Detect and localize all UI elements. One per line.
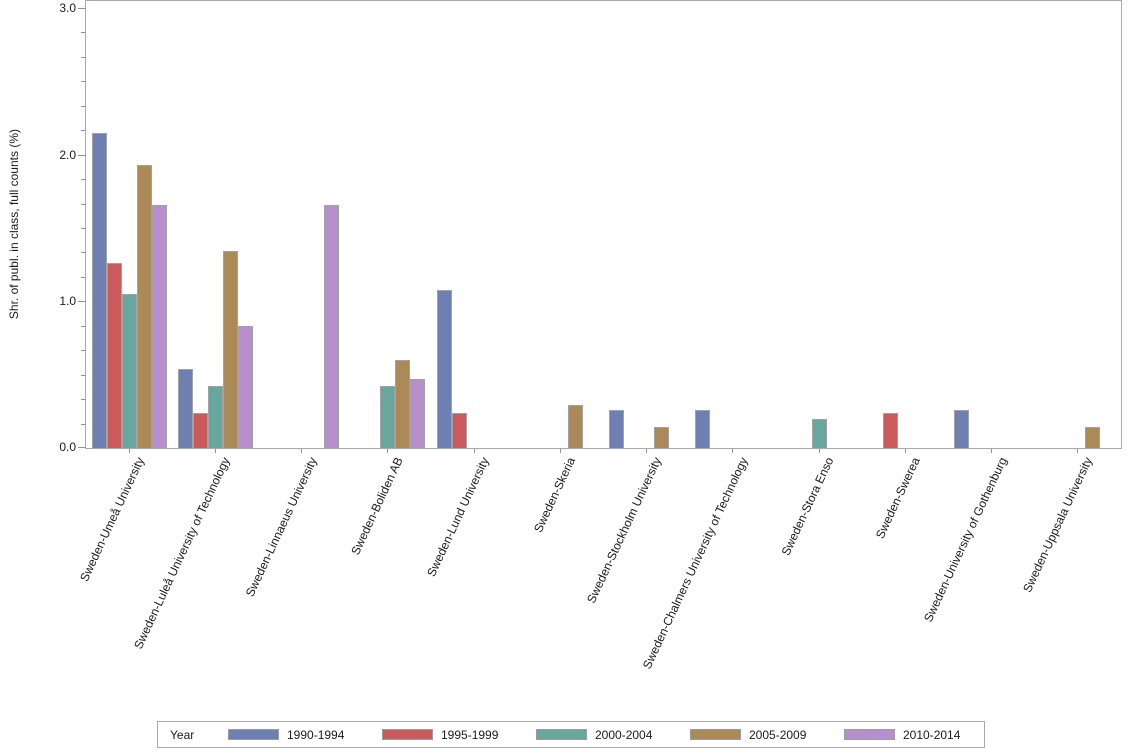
x-tick <box>301 449 303 453</box>
legend-item: 2010-2014 <box>844 728 960 742</box>
y-major-tick <box>78 301 86 302</box>
y-minor-tick <box>81 350 86 351</box>
x-category-label: Sweden-Luleå University of Technology <box>131 455 234 652</box>
x-category-label: Sweden-Swerea <box>873 455 924 541</box>
bar-2005-2009-12 <box>1085 427 1101 448</box>
legend-label: 2010-2014 <box>903 727 961 742</box>
bar-2005-2009-2 <box>222 251 238 448</box>
y-minor-tick <box>81 204 86 205</box>
y-minor-tick <box>81 375 86 376</box>
bar-2000-2004-4 <box>380 386 396 448</box>
y-minor-tick <box>81 81 86 82</box>
bar-2005-2009-6 <box>567 405 583 448</box>
bar-1990-1994-7 <box>609 410 625 448</box>
x-tick <box>128 449 130 453</box>
x-category-label: Sweden-Umeå University <box>76 455 147 584</box>
legend-title: Year <box>170 727 195 742</box>
bar-2000-2004-2 <box>207 386 223 448</box>
bar-2005-2009-7 <box>654 427 670 448</box>
y-tick-label: 0.0 <box>59 440 76 454</box>
y-minor-tick <box>81 130 86 131</box>
bar-2000-2004-9 <box>811 419 827 448</box>
bar-1995-1999-2 <box>192 413 208 448</box>
y-minor-tick <box>81 252 86 253</box>
x-category-label: Sweden-Stora Enso <box>779 455 837 558</box>
bar-2005-2009-4 <box>395 360 411 448</box>
y-tick-label: 1.0 <box>59 294 76 308</box>
x-category-label: Sweden-University of Gothenburg <box>920 455 1010 625</box>
y-minor-tick <box>81 228 86 229</box>
x-category-label: Sweden-Chalmers University of Technology <box>639 455 751 672</box>
y-tick-label: 3.0 <box>59 1 76 15</box>
bar-1995-1999-5 <box>451 413 467 448</box>
y-minor-tick <box>81 326 86 327</box>
x-tick <box>904 449 906 453</box>
x-tick <box>818 449 820 453</box>
bar-2005-2009-1 <box>136 165 152 448</box>
legend-swatch-2000-2004 <box>536 729 587 740</box>
x-tick <box>387 449 389 453</box>
y-major-tick <box>78 155 86 156</box>
bar-2010-2014-2 <box>237 326 253 448</box>
y-minor-tick <box>81 32 86 33</box>
x-category-label: Sweden-Boliden AB <box>348 455 406 558</box>
legend-swatch-1995-1999 <box>382 729 433 740</box>
x-category-label: Sweden-Uppsala University <box>1020 455 1096 595</box>
legend-swatch-1990-1994 <box>228 729 279 740</box>
plot-area: 0.0 1.0 2.0 3.0 Sweden-Umeå University Sweden… <box>59 0 1122 671</box>
y-minor-tick <box>81 277 86 278</box>
legend-item: 2005-2009 <box>690 728 806 742</box>
y-minor-tick <box>81 399 86 400</box>
y-major-tick <box>78 447 86 448</box>
x-category-label: Sweden-Linnaeus University <box>242 455 320 599</box>
legend-label: 1995-1999 <box>441 727 499 742</box>
bar-1995-1999-1 <box>106 263 122 448</box>
bar-2010-2014-1 <box>151 205 167 448</box>
legend: Year 1990-1994 1995-1999 2000-2004 2005-200… <box>157 721 985 748</box>
y-tick-label: 2.0 <box>59 148 76 162</box>
bar-2000-2004-1 <box>121 294 137 448</box>
bar-1990-1994-8 <box>695 410 711 448</box>
legend-item: 1995-1999 <box>382 728 498 742</box>
legend-item: 2000-2004 <box>536 728 652 742</box>
x-tick <box>732 449 734 453</box>
legend-label: 2005-2009 <box>749 727 807 742</box>
x-category-label: Sweden-Lund University <box>424 455 492 579</box>
y-minor-tick <box>81 57 86 58</box>
x-category-label: Sweden-Skeria <box>530 455 579 535</box>
legend-item: 1990-1994 <box>228 728 344 742</box>
x-tick <box>1077 449 1079 453</box>
legend-label: 1990-1994 <box>287 727 345 742</box>
bar-1990-1994-5 <box>436 290 452 448</box>
bar-2010-2014-4 <box>410 379 426 448</box>
bar-1995-1999-10 <box>882 413 898 448</box>
bar-2010-2014-3 <box>324 205 340 448</box>
bar-1990-1994-1 <box>91 133 107 448</box>
x-category-label: Sweden-Stockholm University <box>584 455 665 606</box>
y-major-tick <box>78 8 86 9</box>
legend-swatch-2010-2014 <box>844 729 895 740</box>
y-minor-tick <box>81 424 86 425</box>
legend-swatch-2005-2009 <box>690 729 741 740</box>
y-minor-tick <box>81 179 86 180</box>
x-tick <box>559 449 561 453</box>
x-tick <box>214 449 216 453</box>
x-tick <box>646 449 648 453</box>
x-tick <box>473 449 475 453</box>
y-axis-title-text: Shr. of publ. in class, full counts (%) <box>7 129 21 320</box>
bar-1990-1994-11 <box>954 410 970 448</box>
y-minor-tick <box>81 106 86 107</box>
legend-label: 2000-2004 <box>595 727 653 742</box>
y-axis-title: Shr. of publ. in class, full counts (%) <box>2 0 26 449</box>
x-tick <box>991 449 993 453</box>
bar-1990-1994-2 <box>177 369 193 448</box>
